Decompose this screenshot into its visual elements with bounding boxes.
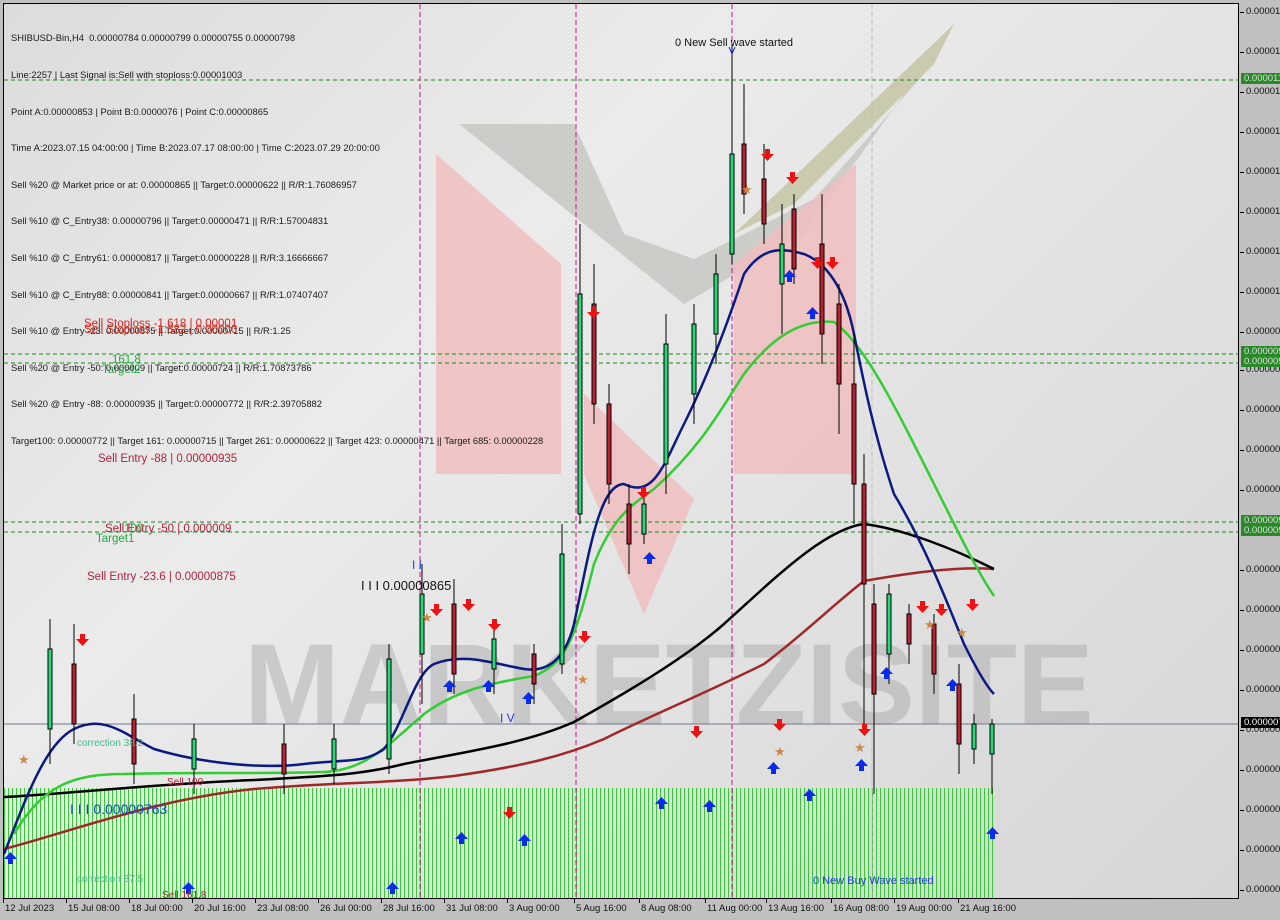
ma-mid [12,320,996,835]
fib-1618-label: 161.8 [112,354,141,366]
buy-arrows [4,270,999,894]
info-line: SHIBUSD-Bin,H4 0.00000784 0.00000799 0.0… [11,32,296,44]
svg-text:★: ★ [421,611,433,626]
new-buy-wave-label: 0 New Buy Wave started [813,875,934,887]
info-line: Sell %20 @ Entry -50: 0.000009 || Target… [11,361,312,373]
ma-slowest [4,567,995,851]
wave-ii-marker: I I [412,558,423,572]
info-line: Sell %10 @ C_Entry88: 0.00000841 || Targ… [11,288,329,300]
sell-entry-50-label: Sell Entry -50 | 0.000009 [105,523,232,535]
svg-text:★: ★ [956,626,968,641]
info-line: Sell %20 @ Market price or at: 0.0000086… [11,178,357,190]
sell-entry-236-label: Sell Entry -23.6 | 0.00000875 [87,571,236,583]
star-markers: ★ ★ ★ ★ ★ ★ ★ ★ [18,183,968,768]
chart-area[interactable]: MARKETZISITE [3,3,1239,899]
candles [47,44,995,794]
new-sell-wave-label: 0 New Sell wave started [675,37,793,49]
wave-iv-marker: I V [500,711,515,725]
svg-text:★: ★ [774,745,786,760]
svg-text:★: ★ [741,183,753,198]
sell-stoploss-1618-label: Sell Stoploss -1.618 | 0.00001 [84,318,238,330]
sell-stoploss-1382-label: Sell Stoploss -1.382 | 0.00000 [84,324,238,336]
point-b-label: I I I 0.00000763 [70,801,168,817]
price-badge: 0.000009 [1241,356,1280,367]
price-badge: 0.000009 [1241,515,1280,526]
time-axis[interactable]: 12 Jul 2023 15 Jul 08:00 18 Jul 00:00 20… [3,899,1016,914]
info-line: Sell %20 @ Entry -88: 0.00000935 || Targ… [11,398,322,410]
svg-text:★: ★ [577,673,589,688]
sell-arrows [76,149,979,819]
sell-1618-label: Sell 161.8 [162,890,207,899]
ma-slow [4,522,995,799]
svg-text:★: ★ [18,753,30,768]
target1-label: Target1 [96,533,135,545]
price-badge: 0.000011 [1241,73,1280,84]
info-line: Sell %10 @ C_Entry61: 0.00000817 || Targ… [11,251,329,263]
info-line: Sell %10 @ C_Entry38: 0.00000796 || Targ… [11,215,329,227]
price-plot: MARKETZISITE [4,4,1238,898]
target2-label: Target2 [102,364,141,376]
sell-100-label: Sell 100 [167,777,204,788]
price-axis[interactable]: 0.00001 0.00001 0.00001 0.000010 0.00001… [1240,6,1280,895]
price-badge: 0.000009 [1241,525,1280,536]
info-panel: SHIBUSD-Bin,H4 0.00000784 0.00000799 0.0… [11,8,543,472]
svg-text:★: ★ [854,741,866,756]
info-line: Time A:2023.07.15 04:00:00 | Time B:2023… [11,142,380,154]
info-line: Point A:0.00000853 | Point B:0.0000076 |… [11,105,269,117]
correction-382-label: correction 38.2 [77,738,144,749]
correction-875-label: correction 87.5 [77,874,144,885]
svg-text:★: ★ [924,618,936,633]
info-line: Sell %10 @ Entry -23: 0.00000875 || Targ… [11,325,291,337]
wave-iii-label: I I I 0.00000865 [361,578,452,593]
ma-fast [4,249,995,855]
info-line: Line:2257 | Last Signal is:Sell with sto… [11,69,243,80]
volume-bars [4,788,994,898]
sell-entry-88-label: Sell Entry -88 | 0.00000935 [98,453,238,465]
info-line: Target100: 0.00000772 || Target 161: 0.0… [11,434,544,446]
price-badge: 0.000009 [1241,346,1280,357]
fib-100-label: 100 [124,523,144,535]
current-price-badge: 0.000007 [1241,717,1280,728]
